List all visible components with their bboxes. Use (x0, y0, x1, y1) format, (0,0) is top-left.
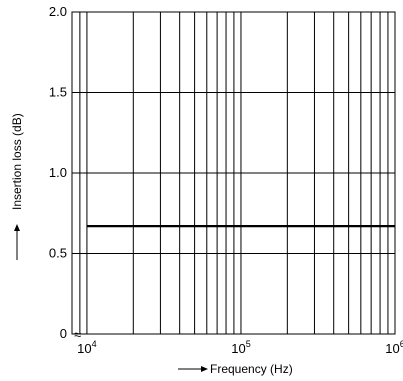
x-tick-label: 104 (77, 339, 96, 356)
x-tick-label: 106 (385, 339, 403, 356)
x-tick-label: 105 (231, 339, 250, 356)
y-tick-label: 2.0 (49, 4, 67, 19)
y-axis-label: Insertion loss (dB) (10, 113, 24, 210)
x-axis-label: Frequency (Hz) (210, 362, 293, 376)
plot-frame (71, 11, 396, 335)
x-tick-labels: 104105106107 (77, 339, 403, 356)
y-tick-label: 0 (60, 326, 67, 341)
axis-break-symbol: ≈ (74, 327, 81, 342)
y-axis-label-group: Insertion loss (dB) (10, 113, 24, 260)
y-tick-label: 1.5 (49, 85, 67, 100)
y-tick-labels: 0 0.5 1.0 1.5 2.0 (49, 4, 67, 341)
x-axis-label-group: Frequency (Hz) (178, 362, 293, 376)
grid (72, 12, 395, 334)
y-tick-label: 1.0 (49, 165, 67, 180)
y-tick-label: 0.5 (49, 246, 67, 261)
